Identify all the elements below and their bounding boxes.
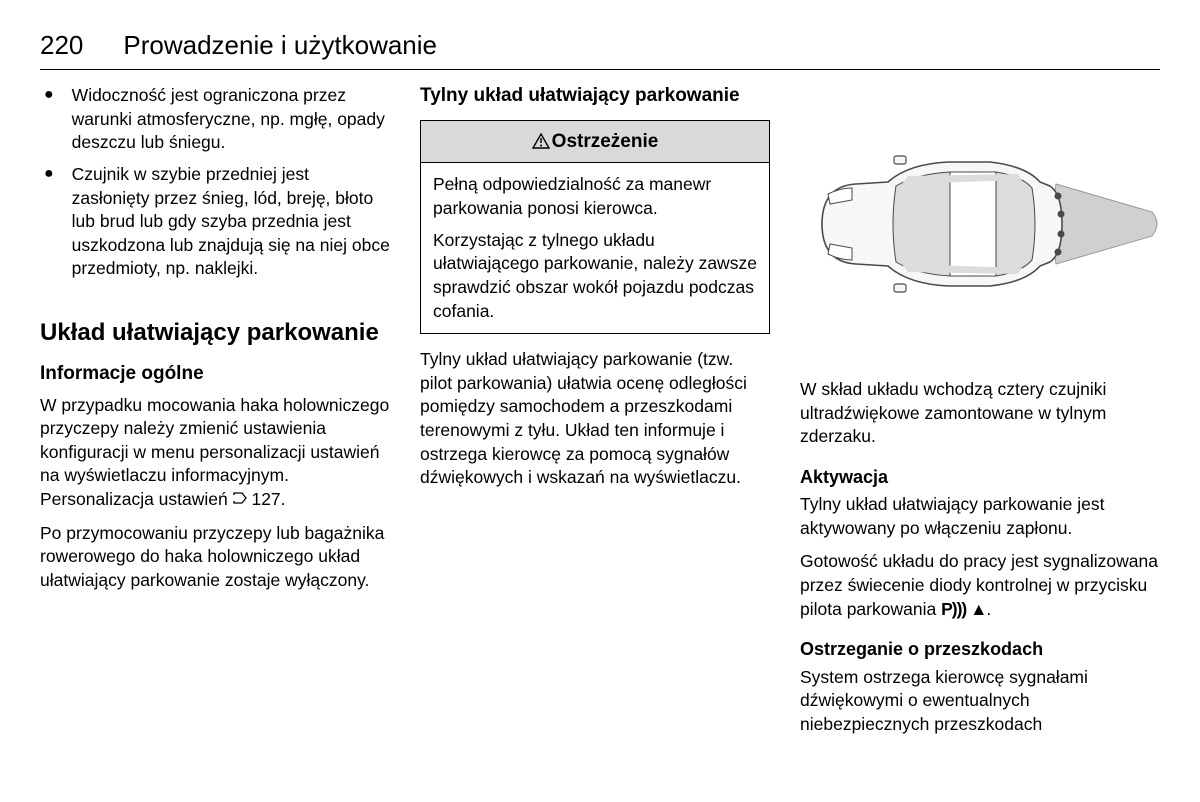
warning-title: Ostrzeżenie bbox=[421, 121, 769, 164]
warning-box: Ostrzeżenie Pełną odpowiedzialność za ma… bbox=[420, 120, 770, 334]
bullet-item: ● Czujnik w szybie przedniej jest zasłon… bbox=[40, 163, 390, 281]
warning-label: Ostrzeżenie bbox=[552, 131, 659, 152]
paragraph-text: W przypadku mocowania haka holowniczego … bbox=[40, 395, 389, 510]
bullet-text: Czujnik w szybie przedniej jest zasłonię… bbox=[72, 163, 390, 281]
warning-paragraph: Korzystając z tylnego układu ułatwiające… bbox=[433, 229, 757, 324]
paragraph: W przypadku mocowania haka holowniczego … bbox=[40, 394, 390, 512]
parking-sensor-diagram bbox=[800, 84, 1160, 364]
page-number: 220 bbox=[40, 30, 83, 61]
sub-heading: Aktywacja bbox=[800, 465, 1160, 489]
car-mirror-bottom bbox=[894, 284, 906, 292]
paragraph: Tylny układ ułatwiający parkowanie (tzw.… bbox=[420, 348, 770, 490]
car-windshield bbox=[893, 172, 950, 276]
warning-paragraph: Pełną odpowiedzialność za manewr parkowa… bbox=[433, 173, 757, 220]
paragraph-text-end: . bbox=[986, 599, 991, 619]
car-sensor-svg bbox=[800, 94, 1160, 354]
bullet-text: Widoczność jest ograniczona przez warunk… bbox=[72, 84, 390, 155]
parking-pilot-icon: P))) ▲ bbox=[941, 598, 986, 622]
bullet-marker: ● bbox=[44, 84, 54, 155]
paragraph: Gotowość układu do pracy jest sygnalizow… bbox=[800, 550, 1160, 621]
column-1: ● Widoczność jest ograniczona przez waru… bbox=[40, 84, 390, 746]
column-3: W skład układu wchodzą cztery czujniki u… bbox=[800, 84, 1160, 746]
paragraph: System ostrzega kierowcę sygnałami dźwię… bbox=[800, 666, 1160, 737]
paragraph: W skład układu wchodzą cztery czujniki u… bbox=[800, 378, 1160, 449]
car-mirror-top bbox=[894, 156, 906, 164]
bullet-marker: ● bbox=[44, 163, 54, 281]
paragraph: Tylny układ ułatwiający parkowanie jest … bbox=[800, 493, 1160, 540]
car-roof bbox=[950, 172, 996, 276]
sensor-cone bbox=[1053, 184, 1157, 264]
page-title: Prowadzenie i użytkowanie bbox=[123, 30, 437, 61]
paragraph: Po przymocowaniu przyczepy lub bagażnika… bbox=[40, 522, 390, 593]
page-reference-number: 127. bbox=[247, 489, 286, 509]
subsection-heading: Tylny układ ułatwiający parkowanie bbox=[420, 84, 770, 108]
rear-sensor-dot bbox=[1058, 211, 1065, 218]
subsection-heading: Informacje ogólne bbox=[40, 362, 390, 386]
content-columns: ● Widoczność jest ograniczona przez waru… bbox=[40, 84, 1160, 746]
warning-triangle-icon bbox=[532, 133, 550, 149]
column-2: Tylny układ ułatwiający parkowanie Ostrz… bbox=[420, 84, 770, 746]
page-reference-icon bbox=[233, 492, 247, 506]
page-header: 220 Prowadzenie i użytkowanie bbox=[40, 30, 1160, 70]
warning-body: Pełną odpowiedzialność za manewr parkowa… bbox=[421, 163, 769, 333]
sub-heading: Ostrzeganie o przeszkodach bbox=[800, 637, 1160, 661]
rear-sensor-dot bbox=[1055, 249, 1062, 256]
car-rear-window bbox=[996, 172, 1035, 276]
bullet-item: ● Widoczność jest ograniczona przez waru… bbox=[40, 84, 390, 155]
rear-sensor-dot bbox=[1055, 193, 1062, 200]
rear-sensor-dot bbox=[1058, 231, 1065, 238]
section-heading: Układ ułatwiający parkowanie bbox=[40, 319, 390, 348]
